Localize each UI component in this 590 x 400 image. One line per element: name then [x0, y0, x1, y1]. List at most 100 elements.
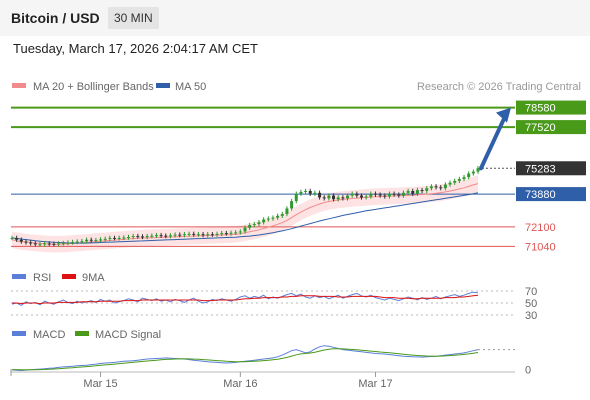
- level-tag-75283: [516, 161, 586, 176]
- macd-signal-legend-label: MACD Signal: [95, 329, 161, 341]
- candle-body: [192, 233, 196, 235]
- macd-level-label-0: 0: [525, 365, 531, 377]
- ma20-legend-swatch: [12, 83, 26, 88]
- candle-body: [99, 239, 103, 241]
- candle-body: [252, 224, 256, 226]
- candle-body: [360, 195, 363, 198]
- candle-body: [457, 179, 461, 181]
- x-axis: Mar 15 Mar 16 Mar 17: [10, 369, 515, 390]
- level-tag-73880: [516, 187, 586, 202]
- macd-signal-line: [12, 348, 479, 371]
- candle-body: [154, 235, 158, 237]
- candle-body: [234, 232, 238, 234]
- candle-body: [308, 190, 312, 194]
- candle-body: [145, 236, 149, 238]
- candle-body: [266, 218, 270, 220]
- candle-body: [429, 186, 433, 189]
- candle-body: [229, 232, 233, 234]
- candle-body: [299, 191, 303, 194]
- ma50-legend-label: MA 50: [175, 81, 206, 93]
- candle-body: [52, 243, 56, 245]
- candle-body: [406, 190, 410, 193]
- candle-body: [341, 197, 345, 199]
- candle-body: [238, 231, 242, 233]
- rsi-level-label-70: 70: [525, 286, 537, 298]
- report-datetime: Tuesday, March 17, 2026 2:04:17 AM CET: [13, 41, 258, 56]
- candle-body: [103, 238, 107, 240]
- candle-body: [420, 190, 424, 192]
- candle-body: [29, 242, 33, 244]
- rsi-legend-label: RSI: [33, 272, 51, 284]
- candle-body: [215, 233, 219, 235]
- candle-body: [210, 234, 214, 236]
- candle-body: [113, 237, 117, 239]
- candle-body: [66, 242, 70, 244]
- candle-body: [206, 234, 210, 236]
- x-tick-label: Mar 17: [358, 378, 392, 390]
- level-tag-77520: [516, 120, 586, 135]
- candle-body: [448, 182, 452, 185]
- ma50-legend-swatch: [156, 83, 170, 88]
- candle-body: [294, 193, 298, 202]
- candle-body: [276, 215, 280, 218]
- candle-body: [425, 188, 429, 191]
- candle-body: [443, 184, 447, 189]
- candle-body: [434, 186, 438, 188]
- candle-body: [262, 219, 266, 223]
- candle-body: [411, 190, 415, 194]
- candle-body: [117, 237, 121, 239]
- forecast-arrow-shaft: [479, 114, 507, 171]
- candle-body: [401, 192, 405, 196]
- chart-header: Bitcoin / USD 30 MIN: [0, 0, 590, 36]
- candle-body: [462, 177, 466, 179]
- candle-body: [369, 193, 373, 197]
- candle-body: [476, 168, 480, 172]
- candle-body: [220, 233, 224, 235]
- candle-body: [257, 222, 261, 225]
- candle-body: [196, 234, 200, 236]
- candle-body: [127, 236, 130, 238]
- instrument-title: Bitcoin / USD: [11, 10, 100, 26]
- candle-body: [439, 187, 443, 189]
- candle-body: [178, 234, 182, 236]
- candle-body: [15, 237, 19, 240]
- candle-body: [89, 239, 93, 241]
- candle-body: [201, 234, 205, 236]
- level-tag-78580: [516, 100, 586, 115]
- candle-body: [471, 171, 475, 174]
- level-label-75283: 75283: [525, 163, 556, 175]
- candle-body: [453, 180, 457, 183]
- candle-body: [43, 243, 47, 245]
- candle-body: [346, 195, 350, 199]
- level-label-73880: 73880: [525, 189, 556, 201]
- candle-body: [224, 233, 228, 235]
- candle-body: [392, 193, 396, 195]
- candle-body: [364, 196, 368, 198]
- x-tick-label: Mar 15: [83, 378, 117, 390]
- candle-body: [94, 240, 98, 242]
- level-label-72100: 72100: [525, 222, 556, 234]
- candle-body: [140, 236, 144, 238]
- candle-body: [10, 237, 14, 239]
- macd-legend-swatch: [12, 331, 26, 336]
- candle-body: [131, 236, 135, 238]
- rsi-ma-legend-label: 9MA: [82, 272, 105, 284]
- rsi-level-label-50: 50: [525, 298, 537, 310]
- timeframe-badge[interactable]: 30 MIN: [108, 7, 159, 29]
- candle-body: [285, 208, 289, 214]
- candle-body: [33, 243, 37, 245]
- candle-body: [467, 173, 471, 178]
- candle-body: [61, 243, 65, 245]
- level-label-71040: 71040: [525, 241, 556, 253]
- candle-body: [80, 241, 84, 243]
- macd-panel: 0: [11, 345, 531, 377]
- candle-body: [387, 193, 391, 197]
- candle-body: [415, 190, 419, 194]
- candle-body: [383, 195, 387, 197]
- candle-body: [122, 237, 126, 239]
- candle-body: [57, 243, 61, 245]
- candle-body: [332, 195, 336, 200]
- level-label-77520: 77520: [525, 122, 556, 134]
- candle-body: [164, 235, 168, 237]
